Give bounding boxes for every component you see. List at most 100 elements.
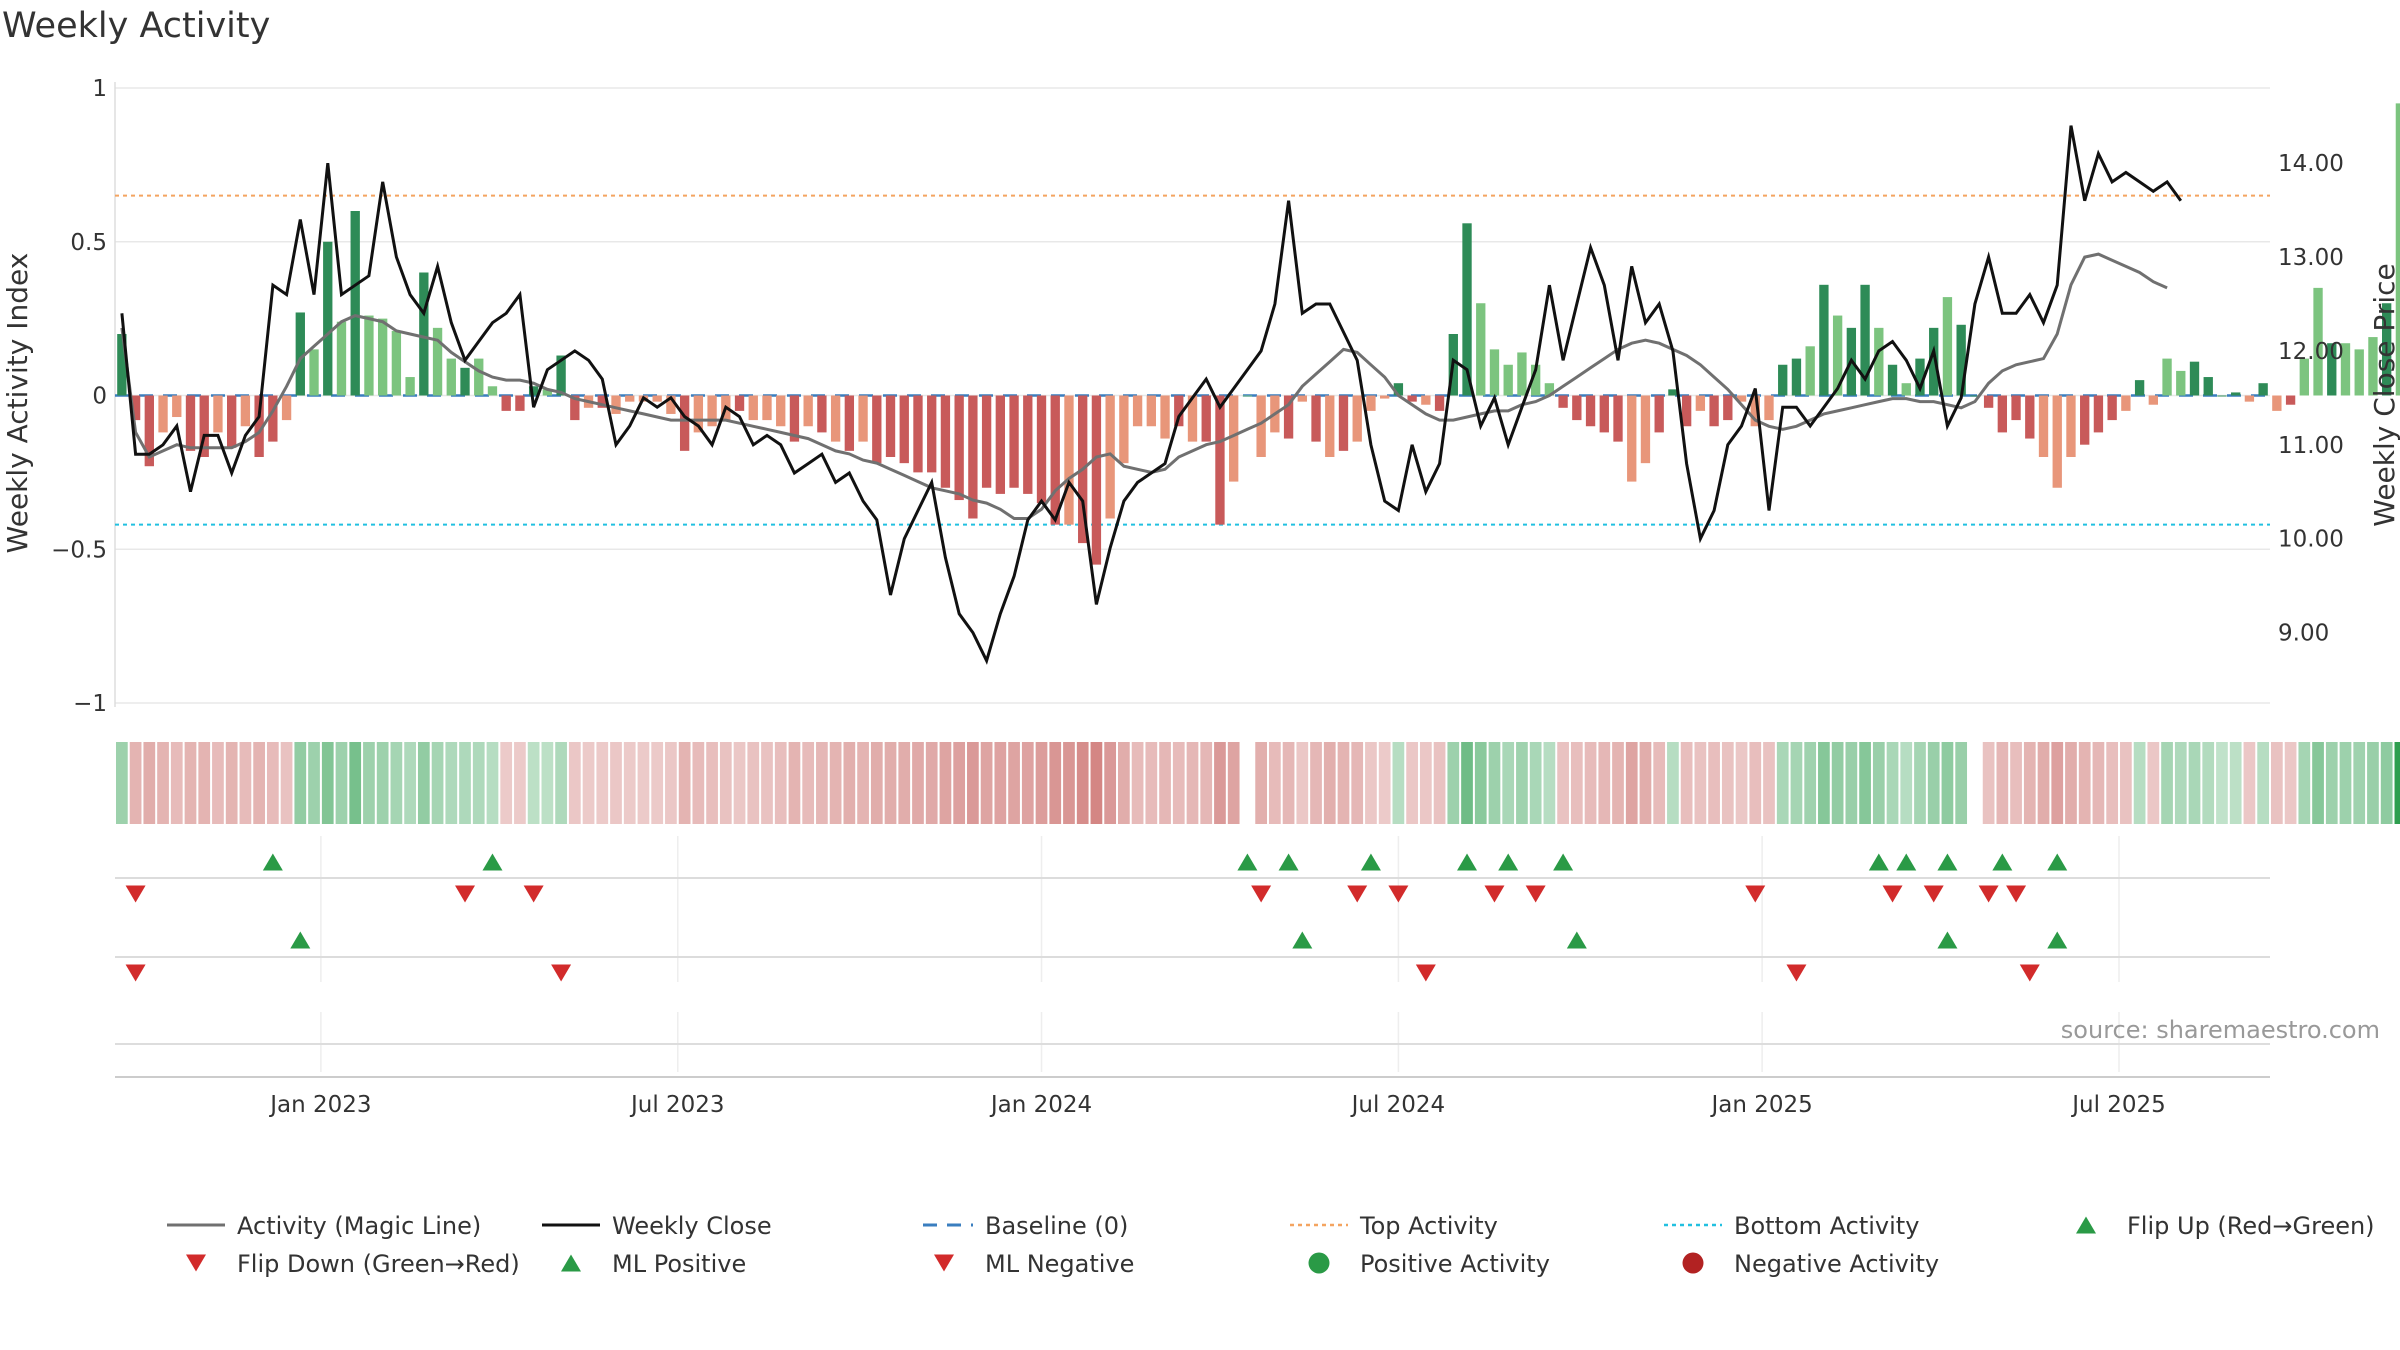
strip-cell xyxy=(2133,742,2146,824)
strip-cell xyxy=(2120,742,2132,824)
activity-bar xyxy=(1325,395,1335,457)
y2-tick-label: 12.00 xyxy=(2278,339,2344,365)
strip-cell xyxy=(2106,742,2119,824)
activity-bar xyxy=(2244,395,2255,402)
strip-cell xyxy=(1570,742,1583,824)
activity-bar xyxy=(144,395,154,467)
strip-cell xyxy=(1419,742,1432,824)
activity-bar xyxy=(858,395,868,442)
strip-cell xyxy=(541,742,554,824)
strip-cell xyxy=(1529,742,1542,824)
x-tick-label: Jul 2023 xyxy=(629,1092,725,1118)
strip-cell xyxy=(1502,742,1515,824)
activity-bar xyxy=(1860,284,1870,396)
activity-bar xyxy=(2052,395,2062,488)
strip-cell xyxy=(651,742,664,824)
activity-bar xyxy=(927,395,937,473)
activity-bar xyxy=(954,395,964,501)
activity-bar xyxy=(117,334,127,396)
marker-down xyxy=(2006,885,2027,903)
strip-cell xyxy=(1612,742,1624,824)
strip-cell xyxy=(431,742,444,824)
strip-cell xyxy=(1859,742,1871,824)
strip-cell xyxy=(857,742,869,824)
weekly-close-series xyxy=(120,125,2183,665)
activity-bar xyxy=(1585,395,1596,427)
activity-bar xyxy=(377,318,388,396)
strip-cell xyxy=(472,742,485,824)
strip-cell xyxy=(1104,742,1117,824)
activity-bar xyxy=(268,395,278,442)
activity-bar xyxy=(1915,358,1925,396)
strip-cell xyxy=(2023,742,2036,824)
strip-cell xyxy=(568,742,581,824)
strip-cell xyxy=(212,742,224,824)
marker-down xyxy=(1251,885,1272,903)
activity-bar xyxy=(940,395,951,488)
activity-bar xyxy=(1723,395,1733,421)
strip-cell xyxy=(761,742,773,824)
strip-cell xyxy=(2161,742,2173,824)
strip-cell xyxy=(266,742,279,824)
marker-down xyxy=(1525,885,1546,903)
activity-bar xyxy=(227,395,237,448)
activity-bar xyxy=(995,395,1006,494)
strip-cell xyxy=(2298,742,2311,824)
activity-bar xyxy=(1530,364,1541,396)
strip-cell xyxy=(1159,742,1171,824)
activity-bar xyxy=(1599,395,1609,433)
strip-cell xyxy=(445,742,458,824)
activity-bar xyxy=(2121,395,2131,411)
activity-bar xyxy=(1091,395,1102,565)
activity-bar xyxy=(213,395,223,433)
y-tick-label: 0 xyxy=(92,384,107,410)
activity-bar xyxy=(1778,364,1788,396)
activity-bar xyxy=(803,395,813,427)
marker-up xyxy=(2047,931,2068,949)
strip-cell xyxy=(2353,742,2366,824)
strip-cell xyxy=(1076,742,1089,824)
activity-bar xyxy=(597,395,607,408)
strip-cell xyxy=(376,742,389,824)
marker-up xyxy=(1498,853,1519,871)
activity-bar xyxy=(1215,395,1225,525)
marker-down xyxy=(1882,885,1903,903)
strip-cell xyxy=(774,742,787,824)
activity-bar xyxy=(1764,395,1774,421)
x-tick-label: Jul 2024 xyxy=(1350,1092,1446,1118)
strip-cell xyxy=(1090,742,1103,824)
activity-bar xyxy=(528,386,539,396)
activity-bar xyxy=(1338,395,1349,451)
strip-cell xyxy=(1406,742,1418,824)
strip-cell xyxy=(1337,742,1350,824)
strip-cell xyxy=(363,742,375,824)
marker-up xyxy=(1360,853,1381,871)
strip-cell xyxy=(1461,742,1473,824)
activity-bar xyxy=(2107,395,2117,421)
strip-cell xyxy=(555,742,567,824)
activity-bar xyxy=(1050,395,1060,525)
activity-bar xyxy=(817,395,827,433)
marker-down xyxy=(125,885,146,903)
activity-bar xyxy=(158,395,168,433)
strip-cell xyxy=(1667,742,1679,824)
strip-cell xyxy=(1735,742,1748,824)
strip-cell xyxy=(1598,742,1611,824)
activity-heat-strip xyxy=(116,742,2400,824)
y-tick-label: −0.5 xyxy=(51,537,107,563)
activity-bar xyxy=(1311,395,1321,442)
y2-tick-label: 10.00 xyxy=(2278,527,2344,553)
activity-bar xyxy=(295,312,305,396)
strip-cell xyxy=(1982,742,1995,824)
strip-cell xyxy=(1433,742,1446,824)
strip-cell xyxy=(1886,742,1899,824)
strip-cell xyxy=(953,742,966,824)
strip-cell xyxy=(2174,742,2187,824)
strip-cell xyxy=(1063,742,1075,824)
marker-up xyxy=(1457,853,1478,871)
marker-down xyxy=(1484,885,1505,903)
legend-swatch xyxy=(561,1254,581,1272)
activity-bar xyxy=(240,395,251,427)
y-tick-label: 1 xyxy=(92,76,107,102)
strip-cell xyxy=(404,742,416,824)
